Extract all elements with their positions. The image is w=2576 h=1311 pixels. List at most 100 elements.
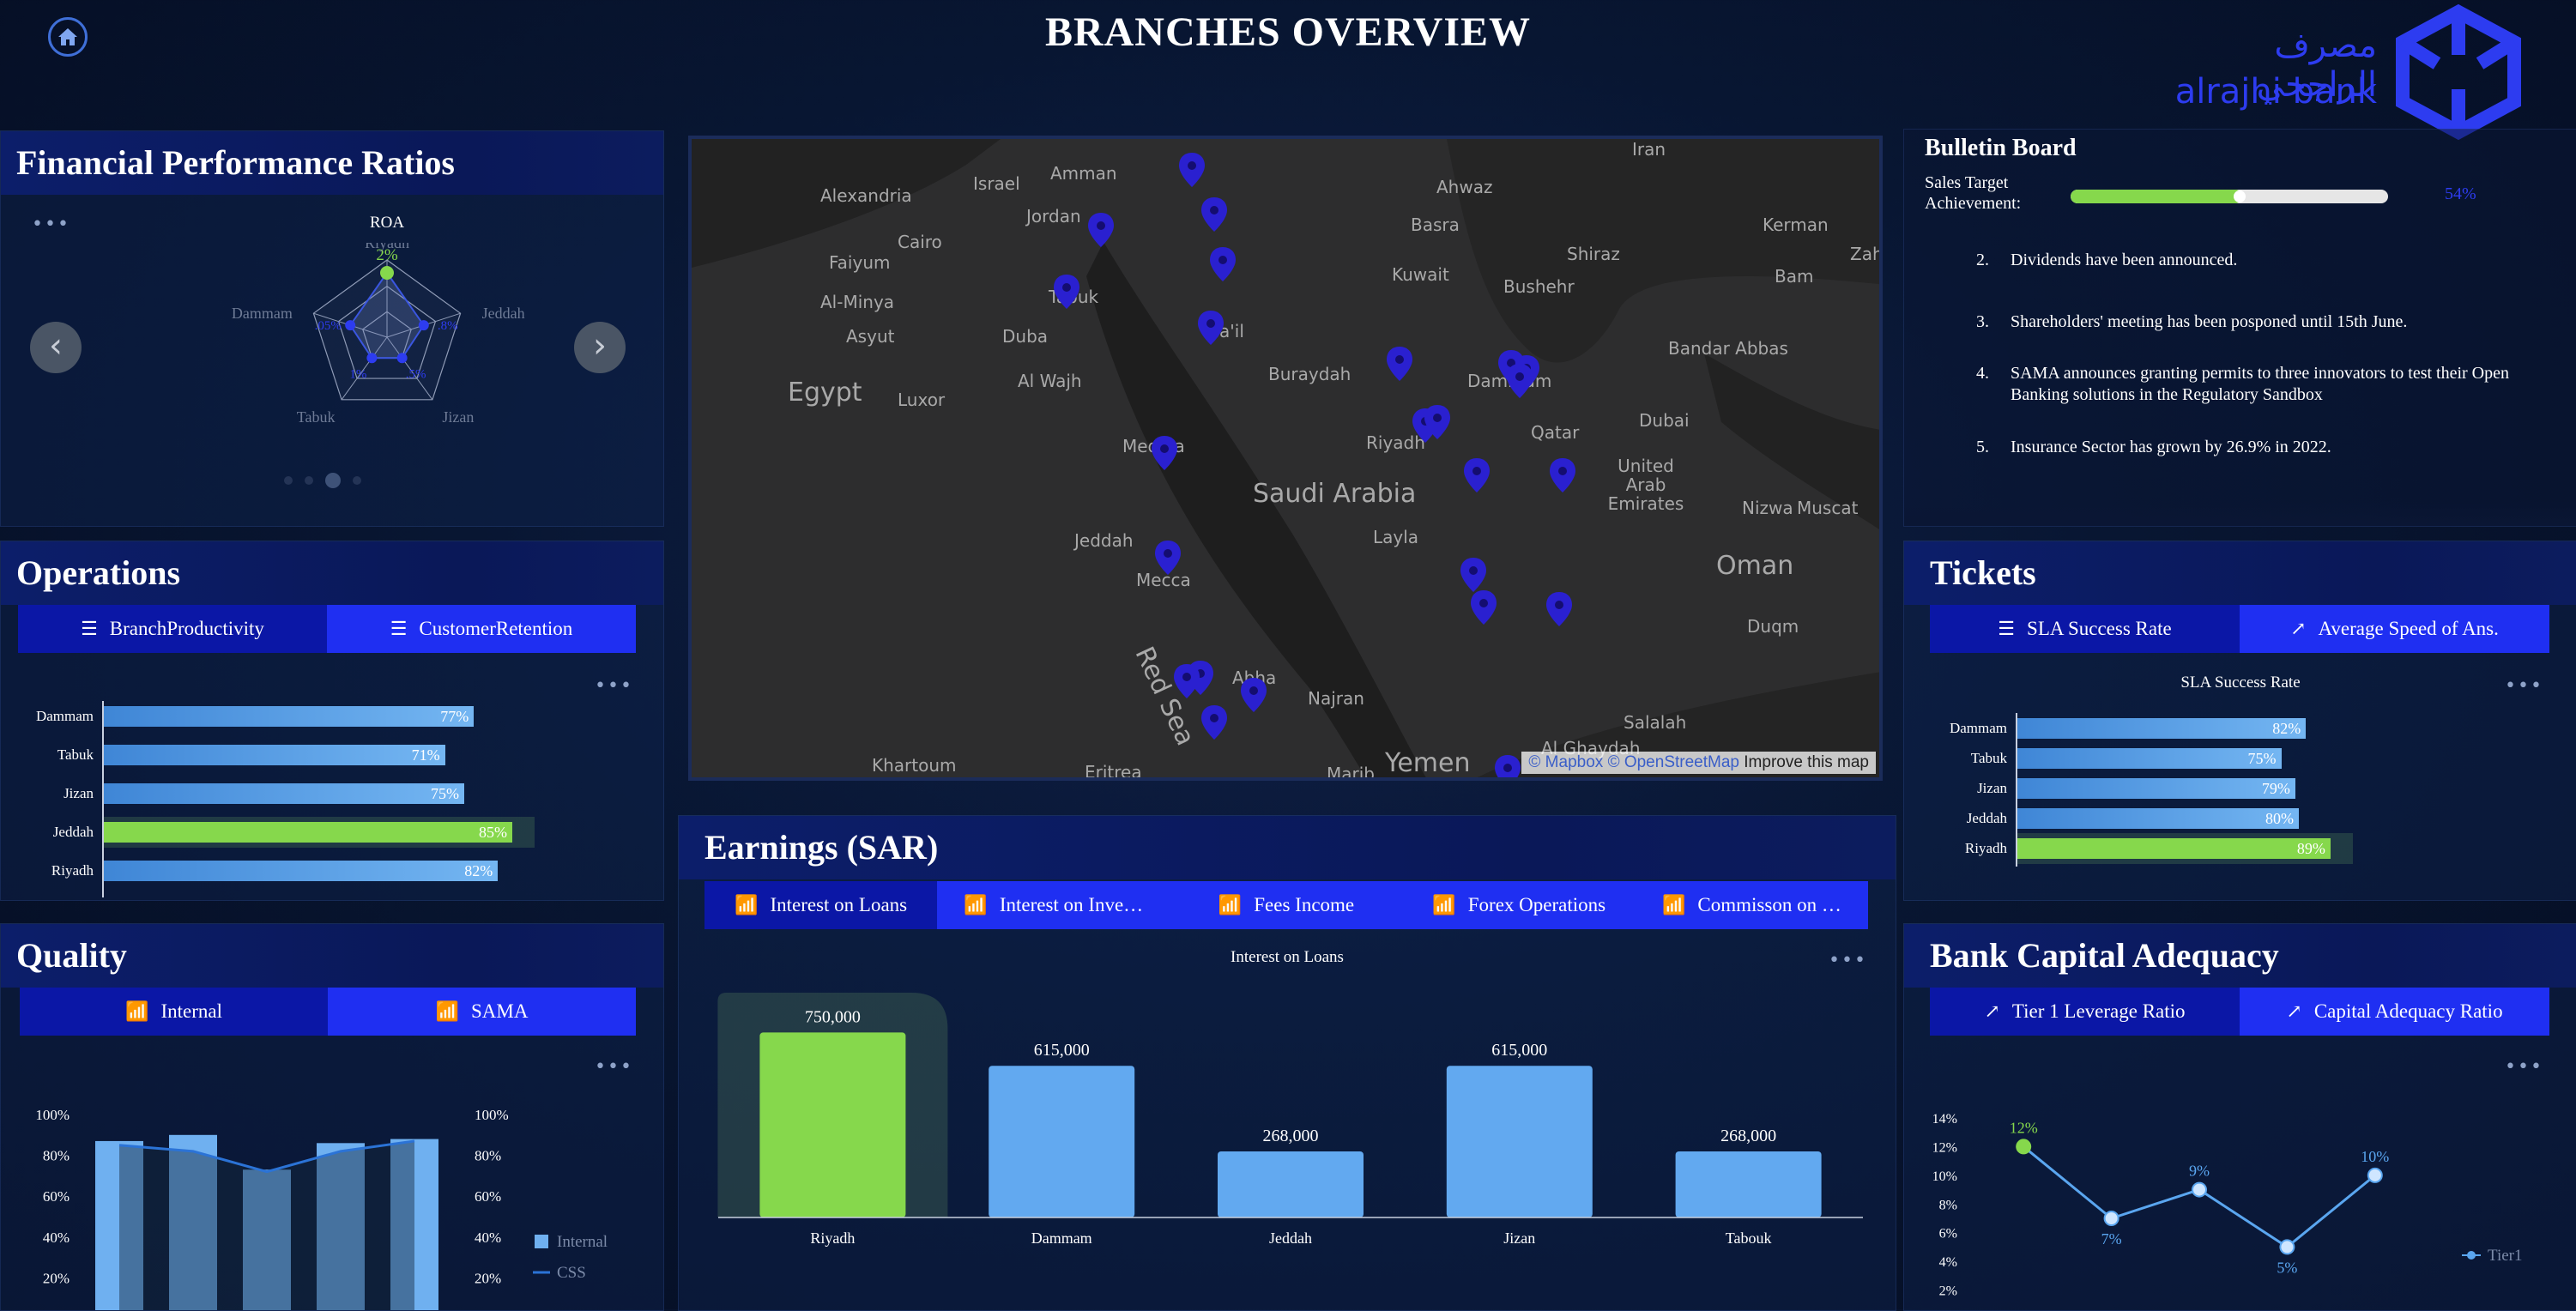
bar[interactable]: 75% <box>2017 748 2282 769</box>
tab-fees-income[interactable]: 📶 Fees Income <box>1170 881 1403 929</box>
tier1-point[interactable] <box>2103 1211 2119 1226</box>
map-pin-icon[interactable] <box>1495 755 1521 777</box>
radar-point[interactable] <box>396 353 408 364</box>
map-pin-icon[interactable] <box>1179 153 1205 187</box>
tab-average-speed[interactable]: ↗ Average Speed of Ans. <box>2240 605 2549 653</box>
map-pin-icon[interactable] <box>1152 436 1177 470</box>
osm-link[interactable]: © OpenStreetMap <box>1607 753 1739 771</box>
carousel-dot[interactable] <box>305 476 313 485</box>
bar[interactable]: 71% <box>104 745 445 765</box>
map-pin-icon[interactable] <box>1241 678 1267 712</box>
bulletin-item[interactable]: 3. Shareholders' meeting has been pospone… <box>1976 311 2551 333</box>
quality-bar[interactable] <box>317 1143 365 1310</box>
tab-forex-operations[interactable]: 📶 Forex Operations <box>1402 881 1636 929</box>
map-pin-icon[interactable] <box>1054 275 1079 309</box>
mapbox-link[interactable]: © Mapbox <box>1528 753 1604 771</box>
quality-bar[interactable] <box>95 1140 143 1310</box>
bulletin-item[interactable]: 5. Insurance Sector has grown by 26.9% in… <box>1976 437 2551 458</box>
tab-branch-productivity[interactable]: ☰ BranchProductivity <box>18 605 327 653</box>
list-icon: ☰ <box>1998 618 2016 639</box>
carousel-dot[interactable] <box>284 476 293 485</box>
map-pin-icon[interactable] <box>1174 664 1200 698</box>
quality-tabs: 📶 Internal 📶 SAMA <box>20 988 636 1036</box>
more-icon[interactable]: ••• <box>2505 1056 2543 1078</box>
prev-arrow-button[interactable]: ‹ <box>30 322 82 373</box>
more-icon[interactable]: ••• <box>32 214 70 235</box>
map-pin-icon[interactable] <box>1210 247 1236 281</box>
tab-sama[interactable]: 📶 SAMA <box>328 988 636 1036</box>
more-icon[interactable]: ••• <box>595 1056 633 1078</box>
quality-bar[interactable] <box>243 1169 291 1310</box>
tab-interest-on-loans[interactable]: 📶 Interest on Loans <box>704 881 938 929</box>
map-pin-icon[interactable] <box>1550 458 1575 492</box>
tier1-point[interactable] <box>2192 1181 2207 1198</box>
tier1-point[interactable] <box>2016 1139 2032 1155</box>
map-pin-icon[interactable] <box>1088 213 1114 247</box>
legend-css-label[interactable]: CSS <box>557 1264 586 1282</box>
radar-point[interactable] <box>366 353 378 364</box>
map-canvas[interactable] <box>692 139 1883 781</box>
tab-tier1-leverage[interactable]: ↗ Tier 1 Leverage Ratio <box>1930 988 2240 1036</box>
bulletin-item[interactable]: 4. SAMA announces granting permits to thr… <box>1976 363 2551 406</box>
tab-commission[interactable]: 📶 Commisson on … <box>1635 881 1869 929</box>
list-icon: ☰ <box>81 618 98 639</box>
bar-category-label: Dammam <box>35 708 94 724</box>
sales-target-label: Sales Target Achievement: <box>1925 173 2022 213</box>
earnings-bar[interactable] <box>1218 1151 1364 1217</box>
radar-point[interactable] <box>380 266 394 280</box>
next-arrow-button[interactable]: › <box>574 322 626 373</box>
carousel-dot[interactable] <box>353 476 361 485</box>
map-pin-icon[interactable] <box>1201 705 1227 740</box>
map-pin-icon[interactable] <box>1471 590 1497 625</box>
bar[interactable]: 82% <box>104 861 499 881</box>
legend-tier1-label[interactable]: Tier1 <box>2488 1247 2522 1265</box>
map-pin-icon[interactable] <box>1155 541 1181 575</box>
tier1-point[interactable] <box>2279 1239 2295 1255</box>
carousel-dot-active[interactable] <box>325 473 341 488</box>
more-icon[interactable]: ••• <box>2505 675 2543 697</box>
tab-interest-on-investments[interactable]: 📶 Interest on Inve… <box>937 881 1170 929</box>
tab-internal[interactable]: 📶 Internal <box>20 988 328 1036</box>
bar[interactable]: 79% <box>2017 778 2295 799</box>
map-pin-icon[interactable] <box>1507 364 1533 398</box>
home-button[interactable] <box>48 17 88 57</box>
point-value-label: 7% <box>2101 1230 2122 1248</box>
radar-point[interactable] <box>418 320 429 331</box>
quality-bar[interactable] <box>169 1134 217 1310</box>
tab-customer-retention[interactable]: ☰ CustomerRetention <box>327 605 636 653</box>
earnings-bar[interactable] <box>1446 1066 1593 1217</box>
bar[interactable]: 80% <box>2017 808 2299 829</box>
map-place-label: Kuwait <box>1392 264 1449 285</box>
radar-value-label: 2% <box>376 246 398 264</box>
earnings-bar[interactable] <box>759 1032 906 1217</box>
earnings-bar[interactable] <box>1675 1151 1822 1217</box>
financial-panel: Financial Performance Ratios ••• ROA ‹ ›… <box>0 130 664 527</box>
map-pin-icon[interactable] <box>1464 458 1490 492</box>
bar[interactable]: 89% <box>2017 838 2331 859</box>
more-icon[interactable]: ••• <box>1829 950 1867 971</box>
map-pin-icon[interactable] <box>1201 197 1227 232</box>
earnings-tabs: 📶 Interest on Loans 📶 Interest on Inve… 📶 F… <box>704 881 1869 929</box>
map-pin-icon[interactable] <box>1198 311 1224 345</box>
tab-sla-success-rate[interactable]: ☰ SLA Success Rate <box>1930 605 2240 653</box>
earnings-bar[interactable] <box>989 1066 1135 1217</box>
more-icon[interactable]: ••• <box>595 675 633 697</box>
radar-point[interactable] <box>345 320 356 331</box>
map-pin-icon[interactable] <box>1424 405 1450 439</box>
branch-map[interactable]: Amman Israel Alexandria Jordan Cairo Faiyum Al… <box>688 136 1883 781</box>
bar-category-label: Jeddah <box>52 824 94 840</box>
bar[interactable]: 85% <box>104 822 512 843</box>
map-pin-icon[interactable] <box>1546 592 1572 626</box>
bar[interactable]: 75% <box>104 783 464 804</box>
bar[interactable]: 77% <box>104 706 475 727</box>
quality-bar[interactable] <box>390 1139 438 1310</box>
improve-map-link[interactable]: Improve this map <box>1744 753 1869 771</box>
bar[interactable]: 82% <box>2017 718 2307 739</box>
map-place-label: Salalah <box>1624 712 1687 733</box>
legend-internal-label[interactable]: Internal <box>557 1233 608 1251</box>
bulletin-item[interactable]: 2. Dividends have been announced. <box>1976 250 2551 271</box>
tab-capital-adequacy[interactable]: ↗ Capital Adequacy Ratio <box>2240 988 2549 1036</box>
tier1-point[interactable] <box>2367 1167 2383 1183</box>
map-pin-icon[interactable] <box>1387 347 1412 381</box>
map-pin-icon[interactable] <box>1460 558 1486 592</box>
